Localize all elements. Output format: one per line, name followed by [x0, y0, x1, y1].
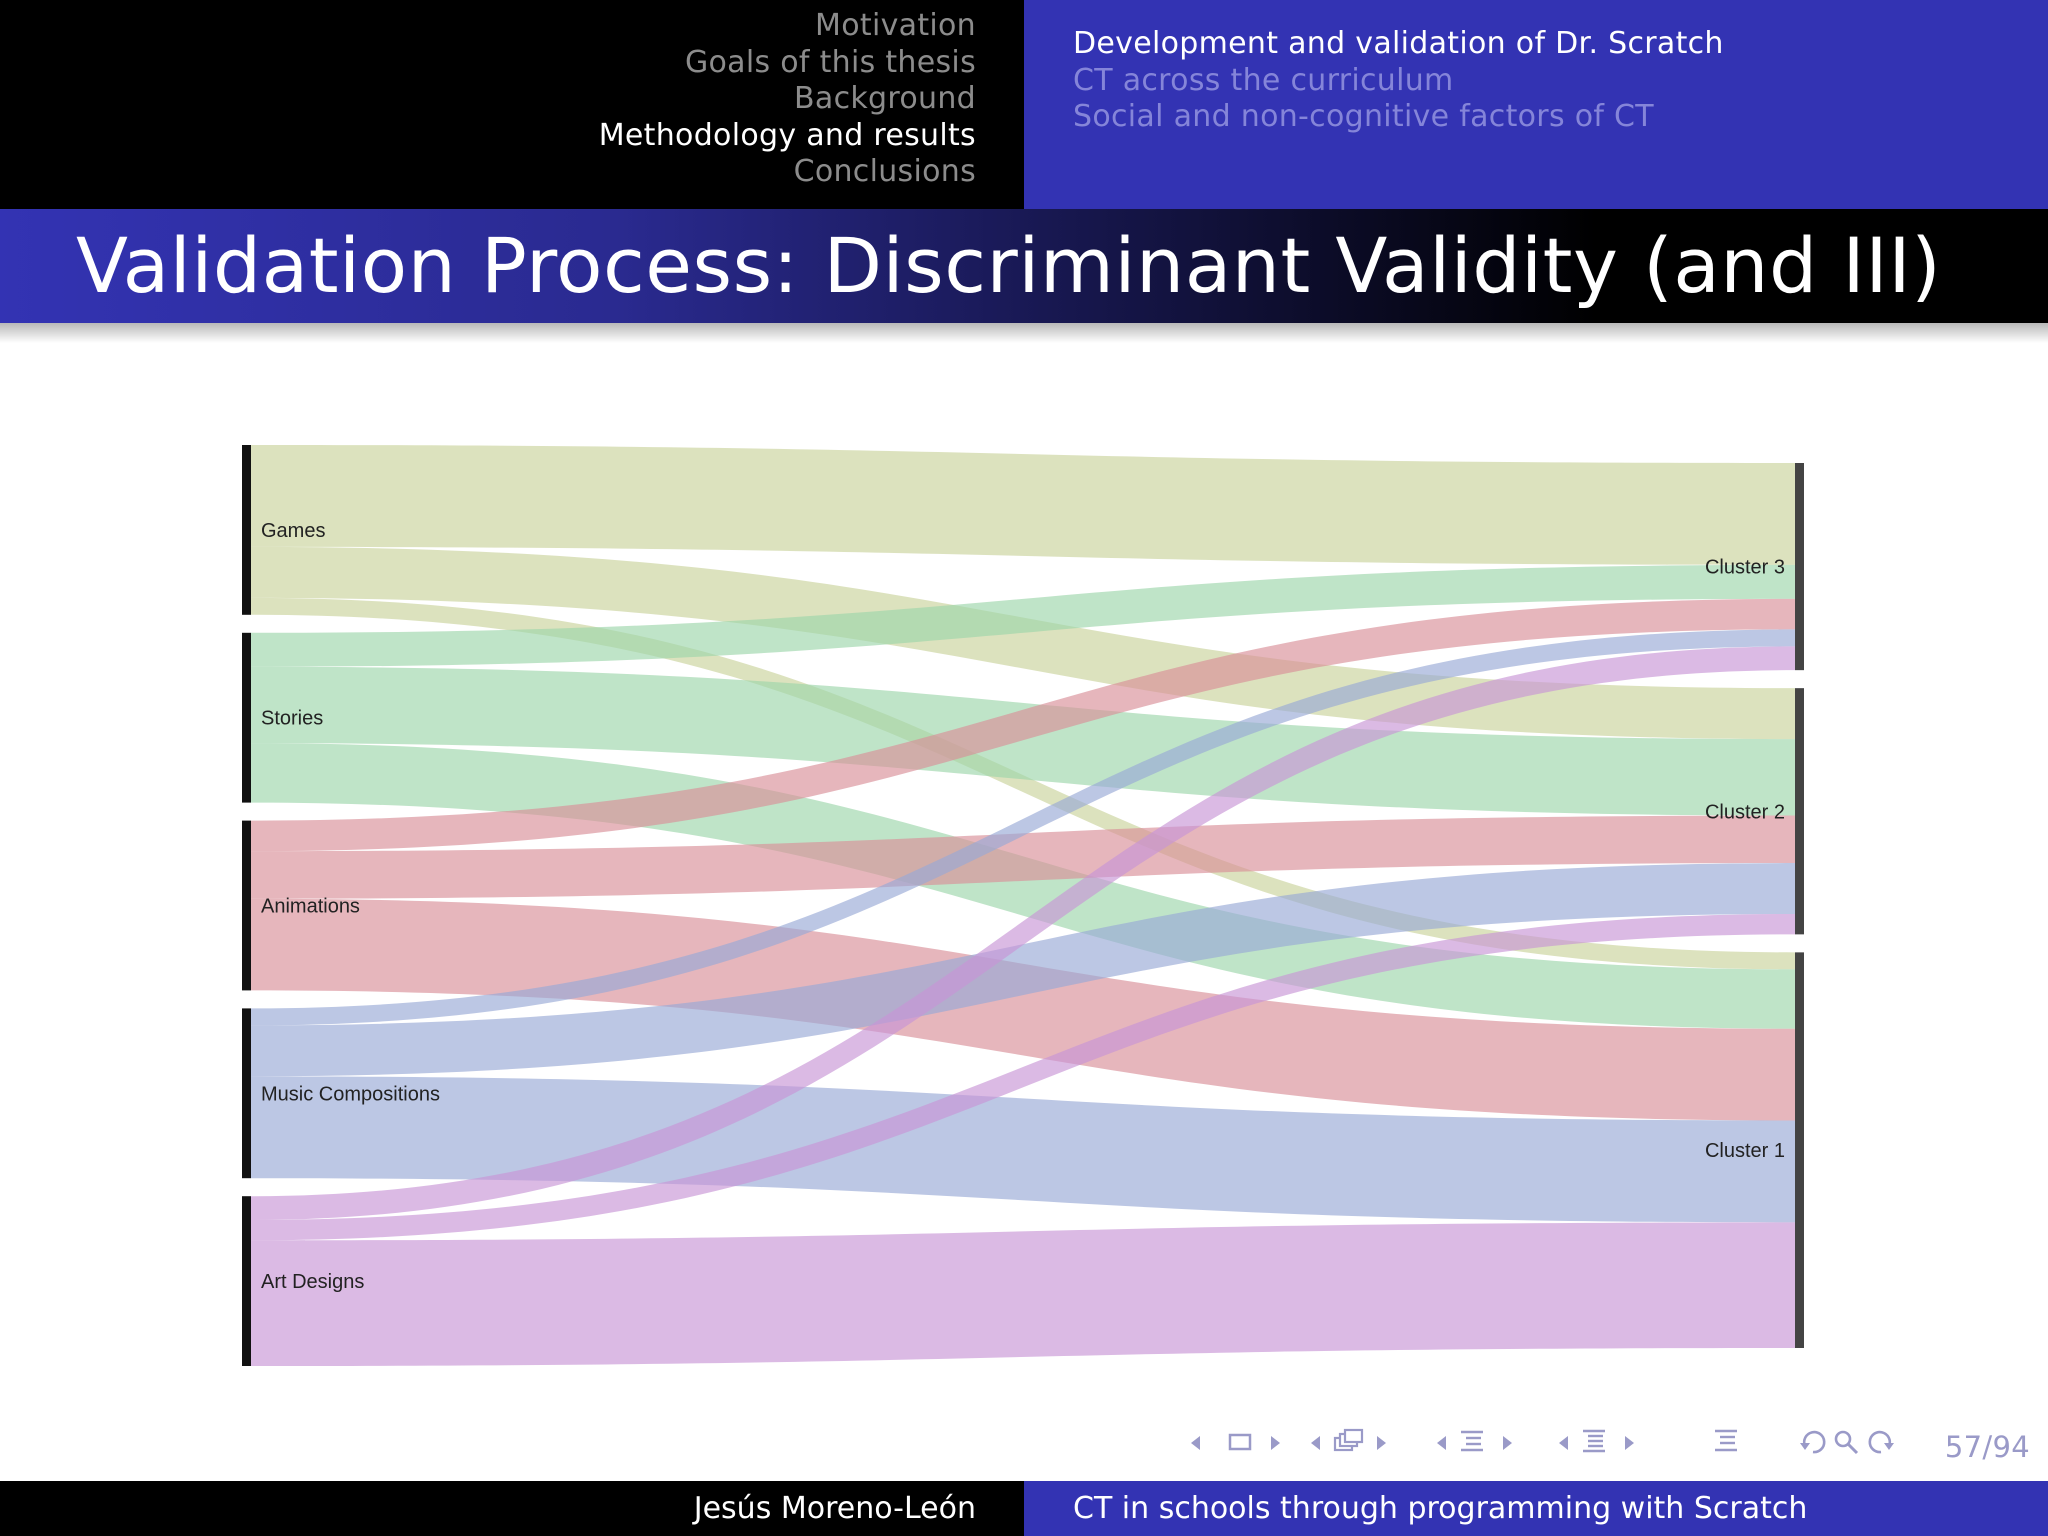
sankey-link-games-to-cluster-2 — [251, 546, 1795, 740]
sankey-label-music-compositions: Music Compositions — [261, 1083, 440, 1105]
sankey-node-animations — [242, 820, 251, 991]
sankey-label-art-designs: Art Designs — [261, 1271, 364, 1293]
sankey-node-cluster-2 — [1795, 688, 1804, 935]
sankey-label-stories: Stories — [261, 708, 323, 730]
nav-section-background[interactable]: Background — [794, 81, 976, 117]
section-forward-icon[interactable] — [1503, 1436, 1512, 1450]
section-navigation: Motivation Goals of this thesis Backgrou… — [0, 0, 1024, 209]
sankey-link-music-compositions-to-cluster-2 — [251, 863, 1795, 1077]
frame-title: Validation Process: Discriminant Validit… — [76, 221, 1942, 310]
frame-forward-icon[interactable] — [1271, 1436, 1280, 1450]
frame-icon[interactable] — [1227, 1426, 1253, 1456]
footer-author: Jesús Moreno-León — [0, 1481, 1024, 1536]
outline-nav — [1711, 1420, 1761, 1464]
subsection-icon[interactable] — [1331, 1426, 1367, 1456]
nav-section-goals[interactable]: Goals of this thesis — [684, 44, 976, 80]
sankey-node-stories — [242, 632, 251, 803]
subsection-forward-icon[interactable] — [1377, 1436, 1386, 1450]
go-forward-icon[interactable] — [1865, 1426, 1897, 1458]
go-back-icon[interactable] — [1797, 1426, 1829, 1458]
sankey-label-cluster-1: Cluster 1 — [1705, 1140, 1785, 1162]
page-counter: 57/94 — [1944, 1430, 2030, 1464]
footer-short-title: CT in schools through programming with S… — [1024, 1481, 2048, 1536]
nav-section-motivation[interactable]: Motivation — [815, 8, 976, 43]
sankey-label-cluster-3: Cluster 3 — [1705, 557, 1785, 579]
sankey-node-cluster-1 — [1795, 952, 1804, 1348]
sankey-link-animations-to-cluster-2 — [251, 815, 1795, 899]
header: Motivation Goals of this thesis Backgrou… — [0, 0, 2048, 209]
sankey-label-animations: Animations — [261, 896, 360, 918]
document-nav — [1559, 1420, 1634, 1464]
sankey-labels: Games Stories Animations Music Compositions… — [261, 520, 1785, 1293]
sankey-chart: Games Stories Animations Music Compositions… — [242, 445, 1804, 1366]
frame-title-bar: Validation Process: Discriminant Validit… — [0, 209, 2048, 323]
document-icon[interactable] — [1579, 1426, 1609, 1456]
nav-subsection-curriculum[interactable]: CT across the curriculum — [1073, 62, 1454, 98]
sankey-link-stories-to-cluster-2 — [251, 666, 1795, 816]
frame-nav — [1185, 1420, 1280, 1464]
subsection-back-icon[interactable] — [1311, 1436, 1320, 1450]
document-back-icon[interactable] — [1559, 1436, 1568, 1450]
sankey-label-games: Games — [261, 520, 325, 542]
nav-subsection-social-factors[interactable]: Social and non-cognitive factors of CT — [1073, 99, 1654, 135]
sankey-node-art-designs — [242, 1196, 251, 1366]
sankey-link-animations-to-cluster-1 — [251, 898, 1795, 1121]
sankey-link-animations-to-cluster-3 — [251, 598, 1795, 852]
sankey-links — [251, 445, 1795, 1366]
sankey-link-art-designs-to-cluster-3 — [251, 646, 1795, 1220]
sankey-link-games-to-cluster-1 — [251, 597, 1795, 970]
subsection-navigation: Development and validation of Dr. Scratc… — [1024, 0, 2048, 209]
sankey-label-cluster-2: Cluster 2 — [1705, 801, 1785, 823]
sankey-node-music-compositions — [242, 1008, 251, 1179]
sankey-nodes — [242, 445, 1804, 1366]
section-icon[interactable] — [1457, 1426, 1487, 1456]
frame-back-icon[interactable] — [1191, 1436, 1200, 1450]
nav-subsection-dr-scratch[interactable]: Development and validation of Dr. Scratc… — [1073, 26, 1724, 61]
sankey-link-games-to-cluster-3 — [251, 445, 1795, 565]
sankey-node-games — [242, 445, 251, 615]
outline-icon[interactable] — [1711, 1426, 1741, 1456]
document-forward-icon[interactable] — [1625, 1436, 1634, 1450]
title-shadow — [0, 323, 2048, 343]
sankey-link-music-compositions-to-cluster-1 — [251, 1076, 1795, 1223]
sankey-node-cluster-3 — [1795, 463, 1804, 671]
subsection-nav — [1311, 1420, 1386, 1464]
section-nav — [1437, 1420, 1512, 1464]
history-search-nav — [1797, 1420, 1897, 1464]
section-back-icon[interactable] — [1437, 1436, 1446, 1450]
sankey-link-music-compositions-to-cluster-3 — [251, 629, 1795, 1026]
nav-section-conclusions[interactable]: Conclusions — [793, 154, 976, 190]
search-icon[interactable] — [1831, 1426, 1863, 1458]
sankey-link-art-designs-to-cluster-1 — [251, 1222, 1795, 1366]
sankey-link-stories-to-cluster-3 — [251, 564, 1795, 667]
nav-section-methodology[interactable]: Methodology and results — [598, 117, 976, 153]
sankey-link-art-designs-to-cluster-2 — [251, 913, 1795, 1241]
